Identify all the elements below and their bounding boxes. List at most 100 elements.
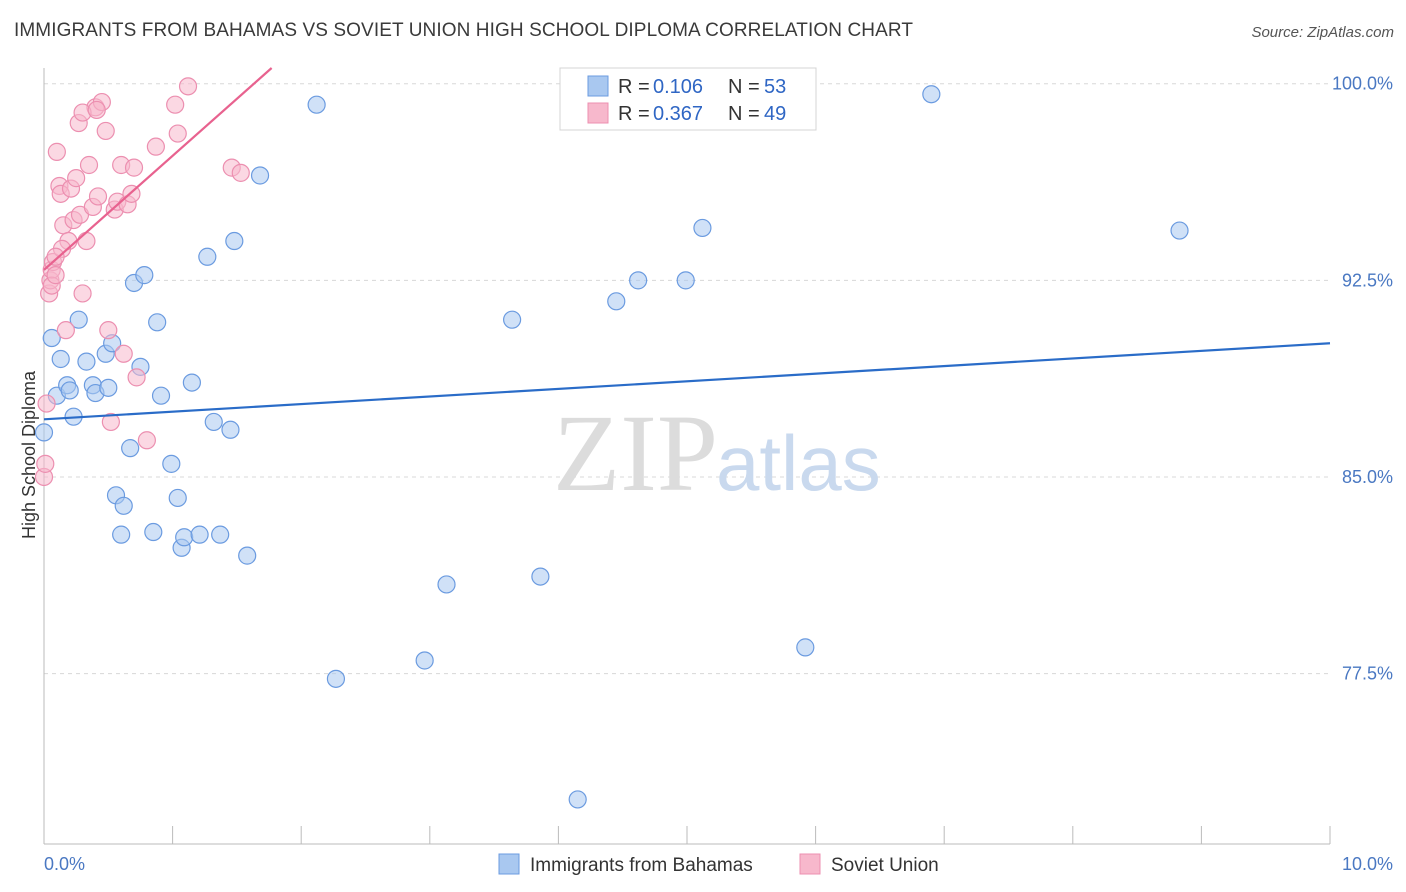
bahamas-point <box>60 381 79 400</box>
y-tick-label: 100.0% <box>1332 74 1393 94</box>
y-axis-title: High School Diploma <box>19 370 39 539</box>
bahamas-point <box>922 85 941 104</box>
legend-r-value-bahamas: 0.106 <box>653 76 703 98</box>
bahamas-point <box>34 423 54 442</box>
bahamas-point <box>250 166 270 185</box>
bahamas-point <box>190 525 209 544</box>
bahamas-point <box>796 638 815 657</box>
bahamas-point <box>531 567 550 586</box>
watermark-atlas: atlas <box>716 419 881 507</box>
bahamas-trend-line <box>43 342 1331 421</box>
bahamas-point <box>175 528 194 547</box>
soviet-point <box>127 368 146 387</box>
series-bahamas-points <box>34 85 1189 809</box>
bahamas-point <box>221 420 240 439</box>
soviet-point <box>88 187 108 206</box>
soviet-point <box>101 412 120 432</box>
soviet-point <box>137 431 156 450</box>
soviet-trend-line <box>43 67 273 271</box>
bahamas-point <box>693 218 712 238</box>
bahamas-point <box>148 313 167 332</box>
soviet-point <box>178 77 198 96</box>
bahamas-point <box>135 266 154 285</box>
bahamas-point <box>99 378 118 397</box>
bahamas-point <box>51 349 70 369</box>
bahamas-point <box>77 352 96 371</box>
soviet-point <box>73 284 92 303</box>
bahamas-point <box>437 575 456 594</box>
legend-r-value-soviet: 0.367 <box>653 103 703 125</box>
y-tick-label: 92.5% <box>1342 270 1393 290</box>
soviet-point <box>37 394 56 413</box>
bottom-legend-swatch-soviet <box>799 853 821 875</box>
bahamas-point <box>415 651 434 670</box>
trend-lines <box>43 67 1331 421</box>
bahamas-point <box>114 496 133 515</box>
watermark: ZIP atlas <box>553 392 881 514</box>
bahamas-point <box>162 454 181 473</box>
legend-swatch-bahamas <box>587 75 609 97</box>
bahamas-point <box>204 412 223 432</box>
bahamas-point <box>69 310 88 329</box>
bahamas-point <box>168 488 187 508</box>
bahamas-point <box>629 271 648 290</box>
series-soviet-points <box>34 77 250 487</box>
source-label: Source: ZipAtlas.com <box>1251 24 1394 41</box>
bahamas-point <box>112 525 131 544</box>
legend-r-label-soviet: R = <box>618 103 650 125</box>
soviet-point <box>146 137 165 156</box>
bahamas-point <box>568 790 587 809</box>
soviet-point <box>56 321 75 340</box>
bahamas-point <box>211 525 230 544</box>
bottom-legend-label-bahamas: Immigrants from Bahamas <box>530 855 753 876</box>
soviet-point <box>36 454 55 473</box>
soviet-point <box>87 100 106 120</box>
soviet-point <box>77 231 96 251</box>
soviet-point <box>99 321 118 340</box>
bahamas-point <box>676 271 695 290</box>
bahamas-point <box>151 386 171 405</box>
soviet-point <box>166 95 185 114</box>
y-tick-label: 85.0% <box>1342 467 1393 487</box>
bahamas-point <box>144 522 163 542</box>
legend-n-value-soviet: 49 <box>764 103 786 125</box>
soviet-point <box>46 247 65 266</box>
bottom-legend-swatch-bahamas <box>498 853 520 875</box>
bahamas-point <box>198 247 217 266</box>
bottom-legend-label-soviet: Soviet Union <box>831 855 939 876</box>
x-tick-label-max: 10.0% <box>1342 854 1393 874</box>
legend-box: R = 0.106 N = 53 R = 0.367 N = 49 <box>559 67 817 131</box>
legend-n-value-bahamas: 53 <box>764 76 786 98</box>
bahamas-point <box>503 310 522 329</box>
bahamas-point <box>326 669 346 688</box>
legend-r-label-bahamas: R = <box>618 76 650 98</box>
soviet-point <box>46 266 65 285</box>
bahamas-point <box>1170 221 1189 240</box>
soviet-point <box>67 169 86 188</box>
soviet-point <box>231 163 250 182</box>
legend-swatch-soviet <box>587 102 609 124</box>
legend-n-label-bahamas: N = <box>728 76 760 98</box>
y-tick-label: 77.5% <box>1342 664 1393 684</box>
y-tick-labels: 77.5% 85.0% 92.5% 100.0% <box>1332 74 1393 684</box>
soviet-point <box>168 124 187 143</box>
legend-n-label-soviet: N = <box>728 103 760 125</box>
bahamas-point <box>42 328 61 348</box>
bahamas-point <box>182 373 201 392</box>
x-tick-label-min: 0.0% <box>44 854 85 874</box>
chart-title: IMMIGRANTS FROM BAHAMAS VS SOVIET UNION … <box>14 20 914 41</box>
soviet-point <box>79 155 99 175</box>
soviet-point <box>114 344 133 363</box>
bahamas-point <box>121 439 140 458</box>
soviet-point <box>96 121 115 141</box>
bahamas-point <box>225 231 244 251</box>
bahamas-point <box>238 546 257 565</box>
soviet-point <box>124 158 144 177</box>
soviet-point <box>47 142 66 161</box>
x-tick-labels: 0.0% 10.0% <box>44 854 1393 874</box>
watermark-zip: ZIP <box>553 392 718 514</box>
bahamas-point <box>307 95 326 114</box>
bottom-legend: Immigrants from Bahamas Soviet Union <box>498 853 939 876</box>
bahamas-point <box>607 292 626 311</box>
